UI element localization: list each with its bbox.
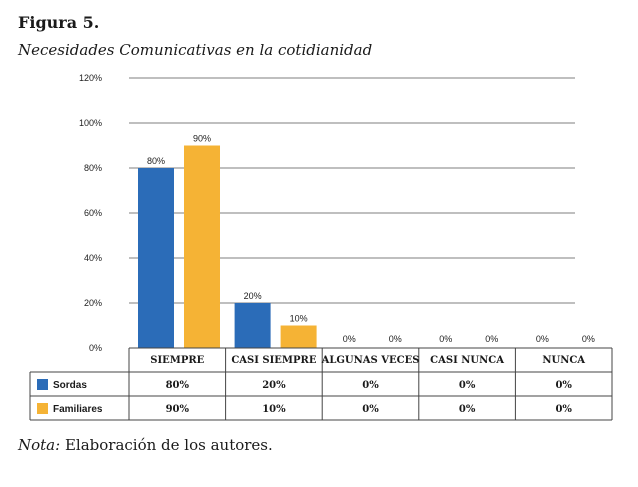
table-cell: 0% bbox=[362, 404, 379, 415]
table-cell: 0% bbox=[555, 404, 572, 415]
data-label: 0% bbox=[536, 334, 549, 344]
legend-swatch-sordas bbox=[37, 379, 48, 390]
note-text: Elaboración de los autores. bbox=[60, 436, 273, 454]
y-tick-label: 80% bbox=[84, 163, 102, 173]
table-cell: 10% bbox=[262, 404, 286, 415]
table-cell: 0% bbox=[362, 380, 379, 391]
data-label: 0% bbox=[439, 334, 452, 344]
y-tick-label: 20% bbox=[84, 298, 102, 308]
y-tick-label: 60% bbox=[84, 208, 102, 218]
table-cell: 90% bbox=[166, 404, 190, 415]
figure-note: Nota: Elaboración de los autores. bbox=[18, 436, 273, 454]
note-prefix: Nota: bbox=[18, 436, 61, 454]
table-cell: 0% bbox=[459, 404, 476, 415]
bar-sordas-0 bbox=[138, 168, 174, 348]
x-tick-label: CASI SIEMPRE bbox=[231, 355, 317, 366]
data-label: 20% bbox=[244, 291, 262, 301]
x-tick-label: NUNCA bbox=[542, 355, 585, 366]
table-cell: 20% bbox=[262, 380, 286, 391]
table-cell: 0% bbox=[555, 380, 572, 391]
data-label: 10% bbox=[290, 314, 308, 324]
x-tick-label: SIEMPRE bbox=[150, 355, 204, 366]
y-tick-label: 40% bbox=[84, 253, 102, 263]
y-tick-label: 120% bbox=[79, 73, 102, 83]
legend-label: Sordas bbox=[53, 380, 87, 391]
y-tick-label: 100% bbox=[79, 118, 102, 128]
data-label: 90% bbox=[193, 134, 211, 144]
data-label: 0% bbox=[582, 334, 595, 344]
data-label: 80% bbox=[147, 156, 165, 166]
data-label: 0% bbox=[485, 334, 498, 344]
bar-familiares-0 bbox=[184, 145, 220, 348]
bar-familiares-1 bbox=[280, 325, 317, 348]
figure-label: Figura 5. bbox=[18, 13, 100, 32]
x-tick-label: CASI NUNCA bbox=[430, 355, 504, 366]
table-cell: 0% bbox=[459, 380, 476, 391]
x-tick-label: ALGUNAS VECES bbox=[321, 355, 420, 366]
table-cell: 80% bbox=[166, 380, 190, 391]
data-label: 0% bbox=[389, 334, 402, 344]
legend-swatch-familiares bbox=[37, 403, 48, 414]
data-label: 0% bbox=[343, 334, 356, 344]
bar-sordas-1 bbox=[234, 303, 271, 348]
y-tick-label: 0% bbox=[89, 343, 102, 353]
figure-subtitle: Necesidades Comunicativas en la cotidian… bbox=[18, 41, 373, 59]
legend-label: Familiares bbox=[53, 404, 103, 415]
